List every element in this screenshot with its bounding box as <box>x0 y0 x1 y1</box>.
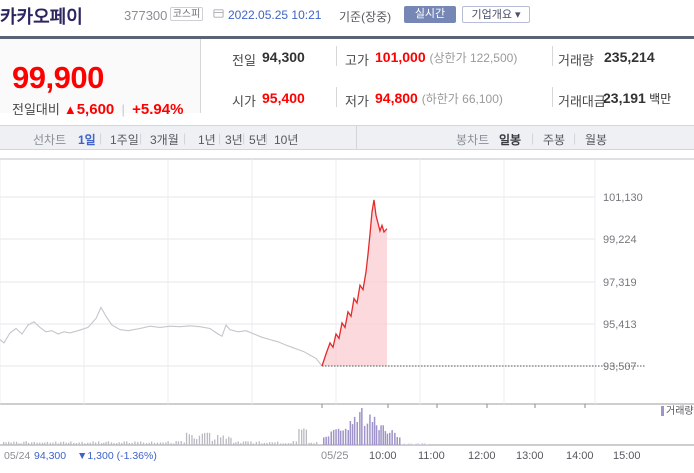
svg-text:93,507: 93,507 <box>603 361 637 373</box>
svg-text:05/24: 05/24 <box>4 450 30 462</box>
svg-text:15:00: 15:00 <box>613 450 641 462</box>
svg-text:11:00: 11:00 <box>418 450 445 462</box>
svg-text:97,319: 97,319 <box>603 277 637 289</box>
svg-text:▼1,300 (-1.36%): ▼1,300 (-1.36%) <box>77 450 157 462</box>
svg-text:95,413: 95,413 <box>603 319 637 331</box>
svg-text:05/25: 05/25 <box>321 450 349 462</box>
svg-text:101,130: 101,130 <box>603 192 643 204</box>
svg-text:94,300: 94,300 <box>34 450 66 462</box>
svg-text:13:00: 13:00 <box>516 450 544 462</box>
svg-text:14:00: 14:00 <box>566 450 594 462</box>
svg-text:99,224: 99,224 <box>603 234 637 246</box>
svg-text:10:00: 10:00 <box>369 450 397 462</box>
svg-text:12:00: 12:00 <box>468 450 496 462</box>
svg-text:거래량: 거래량 <box>666 405 694 417</box>
